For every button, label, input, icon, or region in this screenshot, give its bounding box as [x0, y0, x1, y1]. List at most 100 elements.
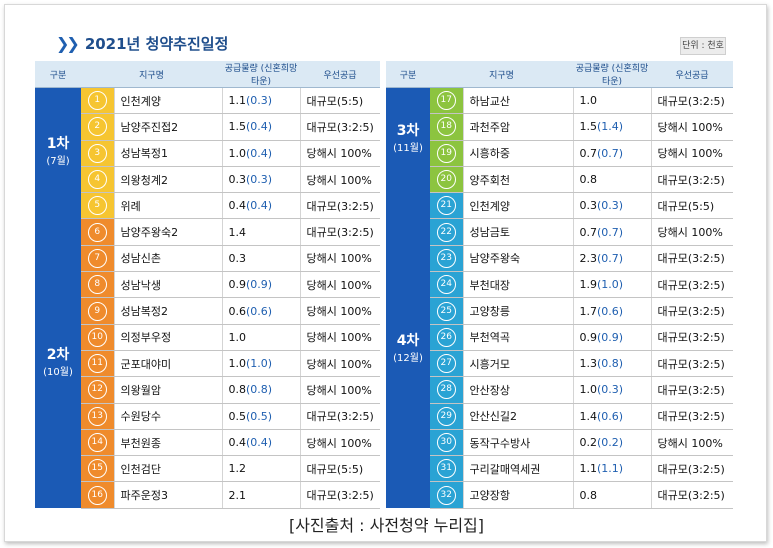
- table-row: 22 성남금토 0.7(0.7) 당해시 100%: [386, 218, 733, 246]
- district-name: 남양주왕숙2: [113, 218, 222, 246]
- supply-newlywed: (1.4): [597, 120, 624, 134]
- priority-cell: 당해시 100%: [299, 376, 380, 404]
- row-number-cell: 11: [81, 350, 114, 378]
- supply-newlywed: (0.3): [246, 94, 273, 108]
- supply-cell: 0.7(0.7): [572, 140, 651, 167]
- table-row: 11 군포대야미 1.0(1.0) 당해시 100%: [35, 350, 380, 378]
- table-row: 3 성남복정1 1.0(0.4) 당해시 100%: [35, 140, 380, 167]
- row-number-cell: 3: [81, 140, 114, 167]
- row-number-cell: 28: [430, 376, 463, 404]
- row-number-badge: 24: [436, 275, 456, 295]
- district-name: 안산장상: [462, 376, 573, 404]
- priority-cell: 당해시 100%: [299, 429, 380, 457]
- table-row: 15 인천검단 1.2 대규모(5:5): [35, 455, 380, 483]
- district-name: 동작구수방사: [462, 429, 573, 457]
- row-number-cell: 31: [430, 455, 463, 483]
- row-number-badge: 22: [436, 222, 456, 242]
- phase-label: 2차: [46, 346, 70, 363]
- supply-total: 0.8: [228, 383, 247, 397]
- priority-cell: 대규모(3:2:5): [650, 324, 733, 351]
- row-number-badge: 10: [87, 327, 107, 347]
- page-title-text: 2021년 청약추진일정: [84, 35, 229, 53]
- priority-cell: 당해시 100%: [650, 113, 733, 141]
- supply-total: 2.1: [228, 488, 247, 502]
- row-number-cell: 25: [430, 297, 463, 325]
- supply-newlywed: (0.3): [597, 199, 624, 213]
- table-row: 29 안산신길2 1.4(0.6) 대규모(3:2:5): [386, 403, 733, 430]
- supply-total: 1.9: [579, 278, 598, 292]
- table-row: 4 의왕청계2 0.3(0.3) 당해시 100%: [35, 166, 380, 194]
- supply-total: 0.9: [579, 330, 598, 344]
- row-number-cell: 8: [81, 271, 114, 299]
- row-number-badge: 26: [436, 327, 456, 347]
- row-number-badge: 29: [436, 406, 456, 426]
- row-number-badge: 28: [436, 380, 456, 400]
- header-district: 지구명: [430, 61, 573, 88]
- table-row: 16 파주운정3 2.1 대규모(3:2:5): [35, 481, 380, 509]
- header-priority: 우선공급: [300, 61, 380, 88]
- row-number-badge: 4: [87, 170, 107, 190]
- row-number-cell: 22: [430, 218, 463, 246]
- supply-total: 1.4: [579, 409, 598, 423]
- row-number-badge: 9: [87, 301, 107, 321]
- supply-newlywed: (0.6): [597, 304, 624, 318]
- priority-cell: 대규모(3:2:5): [650, 166, 733, 194]
- row-number-cell: 27: [430, 350, 463, 378]
- supply-cell: 0.7(0.7): [572, 218, 651, 246]
- supply-total: 0.7: [579, 146, 598, 160]
- district-name: 부천역곡: [462, 324, 573, 351]
- supply-cell: 1.0(0.3): [572, 376, 651, 404]
- table-row: 28 안산장상 1.0(0.3) 대규모(3:2:5): [386, 376, 733, 404]
- priority-cell: 당해시 100%: [650, 140, 733, 167]
- table-row: 14 부천원종 0.4(0.4) 당해시 100%: [35, 429, 380, 457]
- priority-cell: 당해시 100%: [299, 140, 380, 167]
- supply-total: 1.5: [579, 120, 598, 134]
- supply-newlywed: (0.7): [597, 225, 624, 239]
- district-name: 구리갈매역세권: [462, 455, 573, 483]
- priority-cell: 대규모(3:2:5): [299, 481, 380, 509]
- table-row: 7 성남신촌 0.3 당해시 100%: [35, 245, 380, 273]
- supply-total: 0.4: [228, 436, 247, 449]
- priority-cell: 대규모(3:2:5): [650, 297, 733, 325]
- supply-cell: 1.0(0.4): [221, 140, 300, 167]
- priority-cell: 대규모(3:2:5): [650, 455, 733, 483]
- table-row: 31 구리갈매역세권 1.1(1.1) 대규모(3:2:5): [386, 455, 733, 483]
- table-row: 3차 (11월) 17 하남교산 1.0 대규모(3:2:5): [386, 87, 733, 193]
- unit-badge: 단위 : 천호: [680, 37, 726, 55]
- supply-total: 0.8: [579, 173, 598, 187]
- phase-label: 3차: [396, 123, 420, 140]
- table-row: 27 시흥거모 1.3(0.8) 대규모(3:2:5): [386, 350, 733, 378]
- supply-total: 0.3: [228, 251, 247, 265]
- supply-newlywed: (0.8): [246, 383, 273, 397]
- row-number-cell: 24: [430, 271, 463, 299]
- district-name: 성남낙생: [113, 271, 222, 299]
- supply-cell: 1.1(1.1): [572, 455, 651, 483]
- phase-months: (10월): [43, 366, 73, 378]
- priority-cell: 당해시 100%: [299, 271, 380, 299]
- row-number-cell: 15: [81, 455, 114, 483]
- supply-cell: 1.9(1.0): [572, 271, 651, 299]
- priority-cell: 대규모(3:2:5): [299, 403, 380, 430]
- supply-cell: 2.1: [221, 481, 300, 509]
- district-name: 인천계양: [113, 87, 222, 115]
- priority-cell: 대규모(3:2:5): [299, 113, 380, 141]
- supply-total: 1.1: [228, 94, 247, 108]
- supply-cell: 1.4: [221, 218, 300, 246]
- supply-cell: 0.3(0.3): [572, 192, 651, 220]
- priority-cell: 당해시 100%: [299, 350, 380, 378]
- supply-total: 0.3: [228, 173, 247, 187]
- district-name: 파주운정3: [113, 481, 222, 509]
- supply-total: 1.0: [228, 330, 247, 344]
- priority-cell: 당해시 100%: [299, 166, 380, 194]
- priority-cell: 대규모(3:2:5): [650, 403, 733, 430]
- supply-newlywed: (0.9): [597, 330, 624, 344]
- supply-newlywed: (0.4): [246, 146, 273, 160]
- header-supply: 공급물량 (신혼희망타운): [573, 61, 651, 88]
- supply-cell: 1.1(0.3): [221, 87, 300, 115]
- supply-cell: 1.5(1.4): [572, 113, 651, 141]
- supply-total: 1.0: [228, 146, 247, 160]
- priority-cell: 대규모(3:2:5): [299, 192, 380, 220]
- district-name: 고양창릉: [462, 297, 573, 325]
- supply-newlywed: (0.4): [246, 199, 273, 213]
- supply-newlywed: (0.5): [246, 409, 273, 423]
